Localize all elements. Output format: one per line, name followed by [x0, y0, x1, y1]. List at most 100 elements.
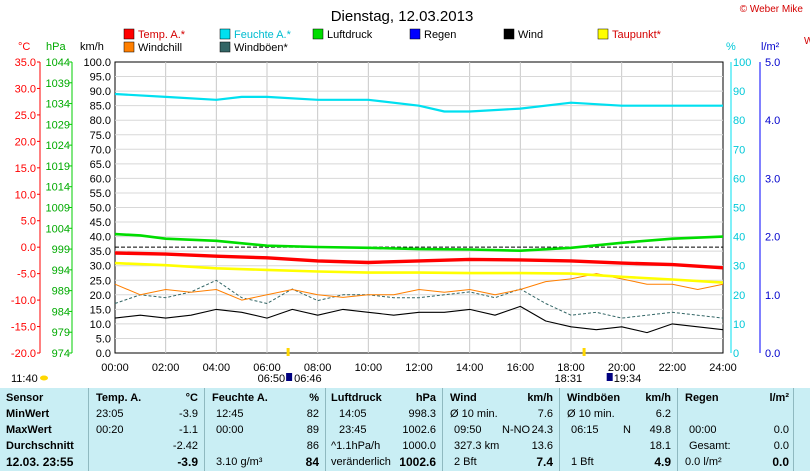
- temp-max-time: 00:20: [96, 424, 124, 436]
- hum-current: 84: [305, 455, 319, 469]
- rain-column: Regen l/m² 00:00 0.0 Gesamt: 0.0 0.0 l/m² 0.…: [677, 388, 794, 471]
- temp-tick-label: 35.0: [15, 57, 36, 69]
- x-tick-label: 02:00: [152, 362, 180, 374]
- rain-tick-label: 5.0: [765, 57, 780, 69]
- legend-label: Luftdruck: [327, 29, 373, 41]
- wind-tick-label: 0.0: [96, 348, 111, 360]
- wind-header: Wind: [450, 392, 477, 404]
- temp-axis-header: °C: [18, 41, 30, 53]
- temp-tick-label: 15.0: [15, 163, 36, 175]
- legend-swatch: [503, 28, 515, 40]
- moonrise-label: 06:46: [294, 373, 322, 385]
- hum-tick-label: 10: [733, 319, 745, 331]
- press-max: 1002.6: [402, 424, 436, 436]
- x-tick-label: 14:00: [456, 362, 484, 374]
- wind-unit: km/h: [527, 392, 553, 404]
- chart-series: [114, 92, 724, 334]
- press-tick-label: 1004: [46, 223, 70, 235]
- x-tick-label: 20:00: [608, 362, 636, 374]
- hum-tick-label: 20: [733, 290, 745, 302]
- x-tick-label: 06:00: [253, 362, 281, 374]
- press-tick-label: 1014: [46, 182, 70, 194]
- series-line-windb-en: [114, 279, 724, 319]
- legend-label: Feuchte A.*: [234, 29, 292, 41]
- x-tick-label: 16:00: [507, 362, 535, 374]
- legend-swatch: [409, 28, 421, 40]
- gust-min: 6.2: [655, 408, 671, 420]
- hum-tick-label: 80: [733, 115, 745, 127]
- hum-max: 89: [306, 424, 319, 436]
- press-min: 998.3: [408, 408, 436, 420]
- wind-tick-label: 30.0: [90, 261, 111, 273]
- hum-unit: %: [309, 392, 319, 404]
- press-tick-label: 979: [52, 327, 70, 339]
- row-label-min: MinWert: [6, 408, 50, 420]
- hum-tick-label: 40: [733, 232, 745, 244]
- edge-label: W: [804, 36, 810, 47]
- hum-tick-label: 60: [733, 173, 745, 185]
- wind-min: 7.6: [537, 408, 553, 420]
- press-unit: hPa: [415, 392, 436, 404]
- gust-bft: 1 Bft: [571, 456, 594, 468]
- chart-title: Dienstag, 12.03.2013: [331, 8, 474, 25]
- legend-swatch: [312, 28, 324, 40]
- temp-tick-label: -20.0: [11, 348, 36, 360]
- x-tick-label: 04:00: [203, 362, 231, 374]
- temp-tick-label: -5.0: [17, 269, 36, 281]
- wind-tick-label: 35.0: [90, 246, 111, 258]
- sensor-column: Sensor MinWert MaxWert Durchschnitt 12.0…: [0, 388, 89, 471]
- wind-tick-label: 90.0: [90, 86, 111, 98]
- hum-tick-label: 90: [733, 86, 745, 98]
- temp-tick-label: 25.0: [15, 110, 36, 122]
- sun-markers: 06:50 06:46 18:31 19:34 11:40: [11, 348, 641, 385]
- press-tick-label: 1044: [46, 57, 70, 69]
- press-tick-label: 999: [52, 244, 70, 256]
- rain-tick-label: 0.0: [765, 348, 780, 360]
- rain-header: Regen: [685, 392, 719, 404]
- hum-tick-label: 70: [733, 144, 745, 156]
- x-tick-label: 18:00: [557, 362, 585, 374]
- gust-max: 49.8: [649, 424, 671, 436]
- wind-tick-label: 50.0: [90, 203, 111, 215]
- hum-min-time: 12:45: [216, 408, 244, 420]
- chart-legend: Temp. A.* Feuchte A.* Luftdruck Regen Wind Ta…: [123, 28, 662, 54]
- rain-unit: l/m²: [769, 392, 789, 404]
- humidity-column: Feuchte A.% 12:45 82 00:00 89 86 3.10 g/m³…: [204, 388, 326, 471]
- press-axis-header: hPa: [46, 41, 66, 53]
- wind-tick-label: 55.0: [90, 188, 111, 200]
- temp-unit: °C: [185, 392, 198, 404]
- copyright-text: © Weber Mike: [740, 4, 804, 15]
- wind-tick-label: 95.0: [90, 72, 111, 84]
- wind-tick-label: 80.0: [90, 115, 111, 127]
- gust-header: Windböen: [567, 392, 621, 404]
- wind-tick-label: 10.0: [90, 319, 111, 331]
- legend-label: Taupunkt*: [612, 29, 662, 41]
- hum-tick-label: 30: [733, 261, 745, 273]
- press-tick-label: 1034: [46, 99, 70, 111]
- wind-tick-label: 20.0: [90, 290, 111, 302]
- press-tick-label: 974: [52, 348, 70, 360]
- legend-swatch: [219, 41, 231, 53]
- press-tick-label: 1024: [46, 140, 70, 152]
- weather-chart: Dienstag, 12.03.2013 © Weber Mike W Temp…: [11, 4, 810, 385]
- gust-avg: 18.1: [649, 440, 671, 452]
- temp-max: -1.1: [179, 424, 198, 436]
- temp-avg: -2.42: [172, 440, 198, 452]
- x-tick-label: 12:00: [405, 362, 433, 374]
- legend-swatch: [123, 41, 135, 53]
- rain-max-time: 00:00: [689, 424, 717, 436]
- rain-current: 0.0: [772, 455, 789, 469]
- wind-tick-label: 100.0: [83, 57, 111, 69]
- temp-current: -3.9: [177, 455, 198, 469]
- temp-column: Temp. A. °C 23:05 -3.9 00:20 -1.1 -2.42 -3.…: [88, 388, 205, 471]
- moon-icon: [286, 373, 293, 381]
- series-line-luftdruck: [114, 232, 724, 252]
- temp-tick-label: 20.0: [15, 136, 36, 148]
- series-line-wind: [114, 305, 724, 334]
- moonset-icon: [606, 373, 613, 381]
- wind-tick-label: 85.0: [90, 101, 111, 113]
- press-tick-label: 1039: [46, 78, 70, 90]
- sunrise-label: 06:50: [258, 373, 286, 385]
- press-min-time: 14:05: [339, 408, 367, 420]
- x-tick-label: 00:00: [101, 362, 129, 374]
